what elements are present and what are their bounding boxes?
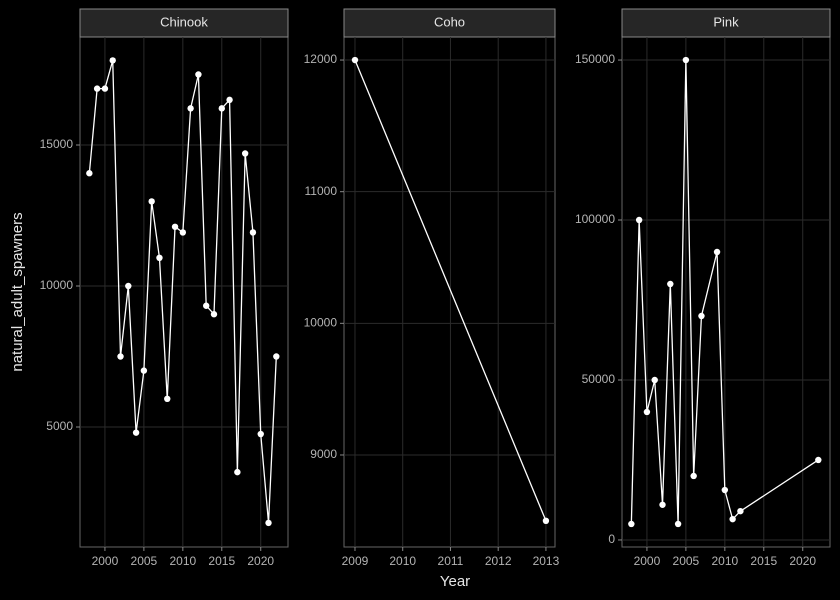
strip-background xyxy=(343,8,556,38)
point xyxy=(698,312,705,320)
point xyxy=(643,408,651,416)
y-tick-label: 9000 xyxy=(310,447,337,461)
x-tick-label: 2010 xyxy=(169,554,196,568)
x-tick-label: 2015 xyxy=(208,554,235,568)
x-tick-label: 2005 xyxy=(131,554,158,568)
point xyxy=(351,56,359,64)
x-tick-label: 2015 xyxy=(750,554,777,568)
strip-background xyxy=(621,8,831,38)
point xyxy=(101,85,109,92)
x-tick-label: 2020 xyxy=(789,554,816,568)
strip-label: Pink xyxy=(713,14,739,29)
panel-background xyxy=(79,36,289,548)
point xyxy=(148,198,155,205)
point xyxy=(132,429,140,436)
point xyxy=(674,520,682,528)
x-tick-label: 2010 xyxy=(389,554,416,568)
point xyxy=(628,520,635,528)
point xyxy=(164,395,171,403)
point xyxy=(542,517,550,525)
x-tick-label: 2005 xyxy=(673,554,700,568)
y-tick-label: 12000 xyxy=(304,52,338,66)
point xyxy=(171,223,179,230)
point xyxy=(241,150,249,157)
point xyxy=(156,254,163,262)
x-tick-label: 2009 xyxy=(342,554,369,568)
strip-label: Chinook xyxy=(160,14,208,29)
point xyxy=(218,105,225,112)
point xyxy=(265,519,272,527)
point xyxy=(210,311,218,318)
panel-background xyxy=(621,36,831,548)
point xyxy=(117,353,124,360)
point xyxy=(93,85,101,92)
point xyxy=(109,57,116,64)
point xyxy=(187,105,194,112)
y-axis-title: natural_adult_spawners xyxy=(9,212,26,371)
y-tick-label: 5000 xyxy=(46,419,73,433)
x-tick-label: 2010 xyxy=(711,554,738,568)
point xyxy=(140,367,148,374)
y-tick-label: 10000 xyxy=(40,278,74,292)
x-tick-label: 2011 xyxy=(438,554,464,568)
point xyxy=(635,216,643,224)
x-axis-title: Year xyxy=(440,573,470,590)
y-tick-label: 150000 xyxy=(575,52,615,66)
point xyxy=(729,515,736,523)
point xyxy=(737,507,744,515)
point xyxy=(249,229,257,236)
point xyxy=(713,248,721,256)
y-tick-label: 100000 xyxy=(575,212,615,226)
x-tick-label: 2013 xyxy=(533,554,560,568)
series-line xyxy=(354,59,547,522)
y-tick-label: 0 xyxy=(608,532,615,546)
point xyxy=(721,486,729,494)
y-tick-label: 15000 xyxy=(40,137,74,151)
y-tick-label: 10000 xyxy=(304,316,338,330)
point xyxy=(690,472,697,480)
point xyxy=(203,302,210,309)
x-tick-label: 2020 xyxy=(247,554,274,568)
point xyxy=(273,353,280,360)
point xyxy=(195,71,202,78)
y-tick-label: 50000 xyxy=(582,372,616,386)
x-tick-label: 2000 xyxy=(92,554,119,568)
point xyxy=(667,280,674,288)
point xyxy=(179,229,187,236)
point xyxy=(234,468,241,476)
panel-background xyxy=(343,36,556,548)
point xyxy=(86,170,93,177)
point xyxy=(125,282,132,290)
y-tick-label: 11000 xyxy=(305,184,338,198)
point xyxy=(682,56,690,64)
point xyxy=(659,501,666,508)
point xyxy=(815,456,822,464)
point xyxy=(226,96,233,104)
x-tick-label: 2012 xyxy=(485,554,512,568)
point xyxy=(651,376,658,384)
point xyxy=(257,430,264,438)
x-tick-label: 2000 xyxy=(634,554,661,568)
strip-background xyxy=(79,8,289,38)
strip-label: Coho xyxy=(434,14,465,29)
